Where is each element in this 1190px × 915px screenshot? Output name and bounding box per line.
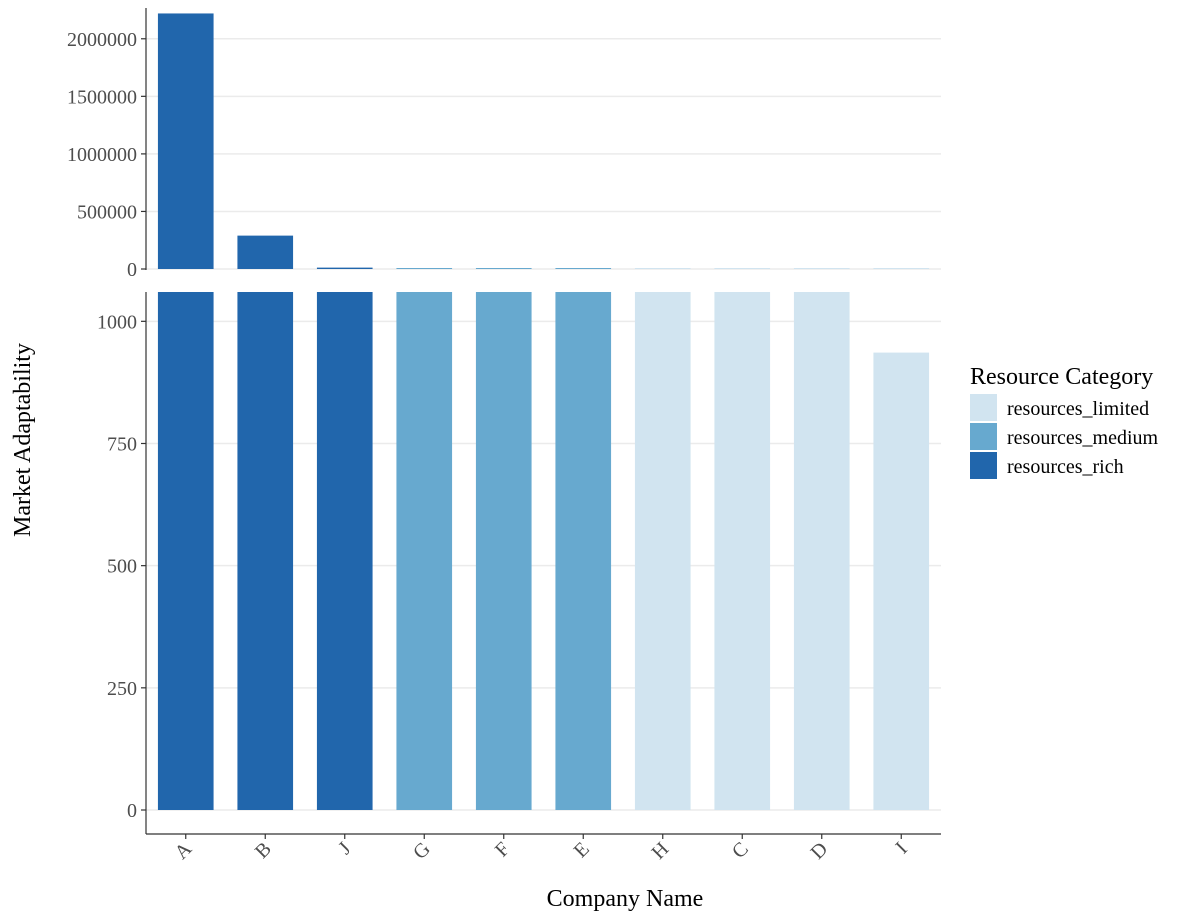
legend: Resource Category resources_limitedresou… bbox=[970, 364, 1159, 479]
upper-tick-label: 500000 bbox=[77, 201, 137, 223]
bar-C-lower bbox=[714, 292, 771, 810]
legend-items: resources_limited resources_mediumresourc… bbox=[970, 394, 1159, 479]
bar-A-lower bbox=[157, 292, 214, 810]
x-tick-label-I: I bbox=[892, 838, 912, 858]
upper-tick-label: 1500000 bbox=[67, 86, 137, 108]
bar-E-lower bbox=[555, 292, 612, 810]
x-tick-label-A: A bbox=[171, 838, 197, 864]
legend-label-resources_limited: resources_limited bbox=[1007, 398, 1149, 420]
legend-swatch-resources_limited bbox=[970, 394, 997, 421]
bar-F-lower bbox=[475, 292, 532, 810]
bar-F-upper bbox=[475, 268, 532, 269]
bar-I-upper bbox=[873, 268, 930, 269]
x-tick-label-C: C bbox=[728, 838, 753, 863]
upper-panel: 0 500000 1000000 1500000 2000000 bbox=[67, 8, 941, 281]
bar-B-upper bbox=[237, 235, 294, 269]
lower-tick-label: 0 bbox=[127, 800, 137, 822]
lower-bars bbox=[157, 292, 930, 810]
bar-D-upper bbox=[793, 268, 850, 269]
upper-y-axis-ticks: 0 500000 1000000 1500000 2000000 bbox=[67, 29, 146, 281]
y-axis-title: Market Adaptability bbox=[10, 343, 36, 537]
legend-swatch-resources_rich bbox=[970, 452, 997, 479]
bar-E-upper bbox=[555, 268, 612, 269]
x-axis-title: Company Name bbox=[547, 886, 704, 912]
bar-B-lower bbox=[237, 292, 294, 810]
upper-tick-label: 2000000 bbox=[67, 29, 137, 51]
lower-tick-label: 750 bbox=[107, 433, 137, 455]
upper-bars bbox=[157, 13, 930, 269]
bar-D-lower bbox=[793, 292, 850, 810]
x-tick-label-H: H bbox=[648, 838, 674, 864]
lower-y-axis-ticks: 0 250 500 750 1000 bbox=[97, 311, 146, 822]
x-tick-label-G: G bbox=[409, 838, 435, 864]
upper-tick-label: 1000000 bbox=[67, 144, 137, 166]
x-tick-label-J: J bbox=[334, 838, 355, 859]
bar-H-upper bbox=[634, 268, 691, 269]
x-tick-label-B: B bbox=[251, 838, 276, 863]
bar-I-lower bbox=[873, 352, 930, 810]
legend-swatch-resources_medium bbox=[970, 423, 997, 450]
bar-G-lower bbox=[396, 292, 453, 810]
bar-J-lower bbox=[316, 292, 373, 810]
x-tick-label-E: E bbox=[570, 838, 594, 862]
legend-label-resources_medium: resources_medium bbox=[1007, 427, 1159, 449]
legend-label-resources_rich: resources_rich bbox=[1007, 456, 1124, 478]
bar-A-upper bbox=[157, 13, 214, 269]
lower-tick-label: 500 bbox=[107, 556, 137, 578]
lower-tick-label: 250 bbox=[107, 678, 137, 700]
bar-C-upper bbox=[714, 268, 771, 269]
lower-tick-label: 1000 bbox=[97, 311, 137, 333]
bar-H-lower bbox=[634, 292, 691, 810]
upper-gridlines bbox=[146, 38, 941, 270]
bar-J-upper bbox=[316, 267, 373, 269]
lower-panel: 0 250 500 750 1000 A B J G F E H C D I bbox=[97, 292, 941, 864]
bar-G-upper bbox=[396, 268, 453, 269]
upper-tick-label: 0 bbox=[127, 259, 137, 281]
x-tick-label-F: F bbox=[491, 838, 514, 861]
x-tick-label-D: D bbox=[807, 838, 833, 864]
legend-title: Resource Category bbox=[970, 364, 1153, 390]
